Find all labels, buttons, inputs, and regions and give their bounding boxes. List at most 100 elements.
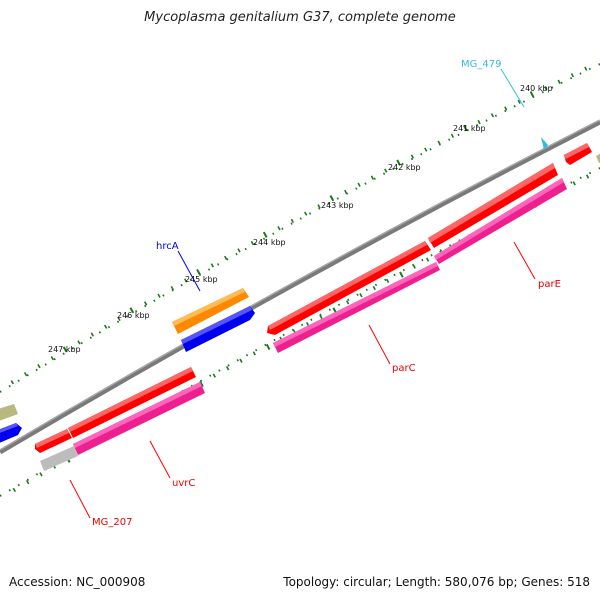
inner-tick <box>305 321 310 327</box>
outer-tick <box>157 293 161 298</box>
inner-tick <box>425 257 430 262</box>
feature-parC-red[interactable] <box>267 241 431 335</box>
outer-tick <box>37 364 41 369</box>
outer-tick <box>396 159 401 166</box>
feature-gray[interactable] <box>40 446 78 471</box>
outer-tick <box>10 380 15 385</box>
outer-tick <box>23 372 28 377</box>
outer-tick <box>504 106 508 111</box>
inner-tick <box>39 472 43 477</box>
gene-label-parE[interactable]: parE <box>538 279 561 290</box>
outer-tick <box>196 268 201 276</box>
scale-label-246: 246 kbp <box>117 311 150 320</box>
backbone-highlight <box>0 119 600 451</box>
genome-summary-text: Topology: circular; Length: 580,076 bp; … <box>283 575 590 589</box>
outer-tick <box>437 140 441 145</box>
outer-tick <box>463 124 468 132</box>
scale-label-241: 241 kbp <box>453 124 486 133</box>
inner-tick <box>572 181 576 186</box>
outer-tick <box>529 91 535 98</box>
outer-tick <box>410 154 415 159</box>
scale-label-245: 245 kbp <box>185 275 218 284</box>
inner-tick <box>199 380 204 388</box>
outer-tick <box>129 307 135 314</box>
feature-olive-right[interactable] <box>596 151 600 163</box>
gene-label-uvrC[interactable]: uvrC <box>172 478 195 489</box>
outer-tick <box>384 168 388 173</box>
outer-tick <box>143 301 148 306</box>
outer-tick <box>584 66 588 71</box>
feature-hrcA-orange[interactable] <box>172 288 249 334</box>
outer-tick-track <box>0 63 600 393</box>
feature-parC-magenta[interactable] <box>273 262 440 353</box>
genome-backbone <box>0 119 600 455</box>
feature-parE-red[interactable] <box>428 163 558 248</box>
leader-line-MG_207 <box>69 479 91 519</box>
outer-tick <box>237 248 241 253</box>
inner-tick <box>345 300 350 305</box>
leader-line-hrcA <box>177 250 201 292</box>
gene-label-hrcA[interactable]: hrcA <box>156 241 179 252</box>
outer-tick <box>317 204 321 209</box>
outer-tick <box>544 86 548 91</box>
scale-label-243: 243 kbp <box>321 201 354 210</box>
outer-tick <box>304 211 308 216</box>
feature-parE-magenta[interactable] <box>434 178 567 264</box>
outer-tick <box>277 226 281 231</box>
inner-tick <box>252 351 256 356</box>
outer-tick <box>50 356 55 361</box>
feature-hrcA-blue[interactable] <box>181 306 255 352</box>
feature-blue-left[interactable] <box>0 423 22 443</box>
outer-tick <box>210 263 215 268</box>
leader-line-parE <box>513 241 536 280</box>
outer-tick <box>517 99 521 104</box>
scale-label-242: 242 kbp <box>388 163 421 172</box>
scale-label-240: 240 kbp <box>520 84 553 93</box>
outer-tick <box>490 113 495 118</box>
outer-tick <box>344 189 348 195</box>
outer-tick <box>477 119 481 125</box>
gene-label-MG_479[interactable]: MG_479 <box>461 59 501 70</box>
outer-tick <box>370 175 375 180</box>
inner-tick <box>585 174 590 179</box>
leader-line-parC <box>368 324 391 365</box>
outer-tick <box>329 195 335 202</box>
inner-tick <box>372 285 376 291</box>
feature-uvrC-red[interactable] <box>68 367 196 438</box>
feature-red-right[interactable] <box>564 143 592 165</box>
map-title: Mycoplasma genitalium G37, complete geno… <box>144 10 456 25</box>
feature-MG_207-red[interactable] <box>35 429 72 453</box>
outer-tick <box>183 278 188 283</box>
inner-tick <box>25 479 30 485</box>
inner-tick <box>359 293 363 298</box>
inner-tick <box>319 314 323 319</box>
outer-tick <box>117 316 121 322</box>
outer-tick <box>262 231 268 238</box>
outer-tick <box>90 332 95 337</box>
inner-tick <box>212 373 216 378</box>
outer-tick <box>290 218 295 224</box>
outer-tick <box>170 285 175 291</box>
gene-label-parC[interactable]: parC <box>392 363 416 374</box>
gene-label-MG_207[interactable]: MG_207 <box>92 517 132 528</box>
leader-line-uvrC <box>149 440 171 479</box>
inner-tick <box>385 278 390 284</box>
outer-tick <box>103 324 108 329</box>
scale-label-244: 244 kbp <box>253 238 286 247</box>
inner-tick <box>399 271 404 278</box>
leader-line-MG_479 <box>500 68 525 108</box>
feature-olive-left[interactable] <box>0 404 18 421</box>
outer-tick <box>424 147 428 152</box>
outer-tick <box>570 73 575 78</box>
feature-MG_479-cyan[interactable] <box>541 137 548 150</box>
outer-tick <box>557 79 561 84</box>
feature-uvrC-magenta[interactable] <box>73 382 205 455</box>
accession-text: Accession: NC_000908 <box>9 575 146 589</box>
inner-tick <box>239 358 243 363</box>
outer-tick <box>224 255 228 261</box>
outer-tick <box>357 182 361 187</box>
outer-tick <box>62 346 68 353</box>
scale-label-247: 247 kbp <box>48 345 81 354</box>
outer-tick <box>450 133 455 138</box>
